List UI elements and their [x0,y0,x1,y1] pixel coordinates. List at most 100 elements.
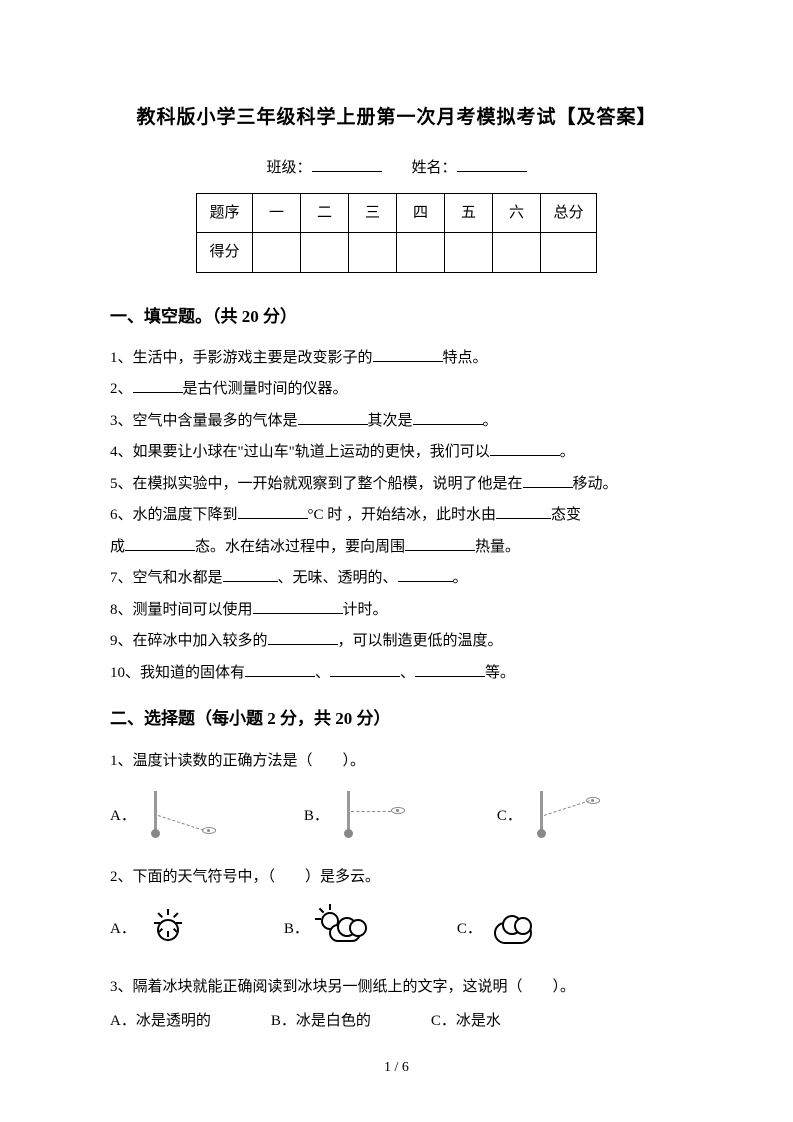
name-label: 姓名： [412,160,457,176]
score-cell [397,233,445,273]
fill-q9: 9、在碎冰中加入较多的 ，可以制造更低的温度。 [110,626,683,658]
q-text: 2、 [110,381,133,397]
q-text: 是古代测量时间的仪器。 [183,381,348,397]
blank [330,662,400,677]
total-header: 总分 [541,193,597,233]
blank [413,410,483,425]
blank [238,504,308,519]
col-header: 三 [349,193,397,233]
score-cell [253,233,301,273]
fill-q3: 3、空气中含量最多的气体是 其次是 。 [110,406,683,438]
q-text: 1、生活中，手影游戏主要是改变影子的 [110,350,373,366]
blank [133,378,183,393]
blank [496,504,551,519]
info-row: 班级： 姓名： [110,154,683,183]
q-text: 4、如果要让小球在"过山车"轨道上运动的更快，我们可以 [110,444,490,460]
page-footer: 1 / 6 [0,1055,793,1082]
row-label: 题序 [197,193,253,233]
q-text: 、 [400,665,415,681]
option-c: C． [457,906,540,954]
score-cell [349,233,397,273]
q3-options: A．冰是透明的 B．冰是白色的 C．冰是水 [110,1007,683,1036]
fill-q8: 8、测量时间可以使用 计时。 [110,595,683,627]
q-text: 8、测量时间可以使用 [110,602,253,618]
score-table: 题序 一 二 三 四 五 六 总分 得分 [196,193,597,273]
blank [398,567,453,582]
q-text: °C 时 ，开始结冰，此时水由 [308,507,497,523]
option-b: B．冰是白色的 [271,1007,371,1036]
option-label: A． [110,802,136,831]
blank [125,536,195,551]
score-cell [445,233,493,273]
q-text: 。 [453,570,468,586]
blank [373,347,443,362]
q-text: 、 [315,665,330,681]
total-cell [541,233,597,273]
blank [223,567,278,582]
cloud-icon [490,906,540,954]
fill-q4: 4、如果要让小球在"过山车"轨道上运动的更快，我们可以 。 [110,437,683,469]
blank [268,630,338,645]
q-text: 态变 [551,507,581,523]
table-row: 题序 一 二 三 四 五 六 总分 [197,193,597,233]
option-a: A． [110,789,214,844]
class-label: 班级： [266,160,311,176]
option-c: C．冰是水 [431,1007,501,1036]
col-header: 四 [397,193,445,233]
option-label: C． [457,915,482,944]
fill-q2: 2、 是古代测量时间的仪器。 [110,374,683,406]
q-text: 。 [560,444,575,460]
class-blank [312,156,382,172]
q-text: 、无味、透明的、 [278,570,398,586]
score-cell [493,233,541,273]
blank [523,473,573,488]
q-text: 态。水在结冰过程中，要向周围 [195,539,405,555]
blank [245,662,315,677]
q-text: 。 [483,413,498,429]
fill-q7: 7、空气和水都是 、无味、透明的、 。 [110,563,683,595]
q-text: 3、空气中含量最多的气体是 [110,413,298,429]
option-b: B． [304,789,407,844]
row-label: 得分 [197,233,253,273]
name-blank [457,156,527,172]
q-text: 10、我知道的固体有 [110,665,245,681]
q-text: 计时。 [343,602,388,618]
q-text: 热量。 [475,539,520,555]
option-text: C．冰是水 [431,1007,501,1036]
blank [405,536,475,551]
q-text: 特点。 [443,350,488,366]
q-text: 7、空气和水都是 [110,570,223,586]
q-text: 等。 [485,665,515,681]
fill-q5: 5、在模拟实验中，一开始就观察到了整个船模，说明了他是在移动。 [110,469,683,501]
q-text: 成 [110,539,125,555]
q1-options: A． B． C． [110,789,683,844]
option-label: A． [110,915,136,944]
q-text: 移动。 [573,476,618,492]
sun-icon [144,906,194,954]
table-row: 得分 [197,233,597,273]
q-text: 其次是 [368,413,413,429]
col-header: 五 [445,193,493,233]
blank [298,410,368,425]
thermometer-icon [337,789,407,844]
blank [253,599,343,614]
col-header: 一 [253,193,301,233]
blank [490,441,560,456]
col-header: 六 [493,193,541,233]
partly-cloudy-icon [317,906,367,954]
q-text: ，可以制造更低的温度。 [338,633,503,649]
option-a: A． [110,906,194,954]
q2-options: A． B． C． [110,906,683,954]
fill-q6: 6、水的温度下降到°C 时 ，开始结冰，此时水由态变 [110,500,683,532]
choice-q1: 1、温度计读数的正确方法是（ ）。 [110,746,683,778]
fill-q10: 10、我知道的固体有 、 、 等。 [110,658,683,690]
option-c: C． [497,789,600,844]
option-label: B． [284,915,309,944]
section-2-heading: 二、选择题（每小题 2 分，共 20 分） [110,703,683,735]
col-header: 二 [301,193,349,233]
option-b: B． [284,906,367,954]
choice-q3: 3、隔着冰块就能正确阅读到冰块另一侧纸上的文字，这说明（ ）。 [110,972,683,1004]
fill-q6b: 成 态。水在结冰过程中，要向周围 热量。 [110,532,683,564]
q-text: 9、在碎冰中加入较多的 [110,633,268,649]
section-1-heading: 一、填空题。（共 20 分） [110,301,683,333]
